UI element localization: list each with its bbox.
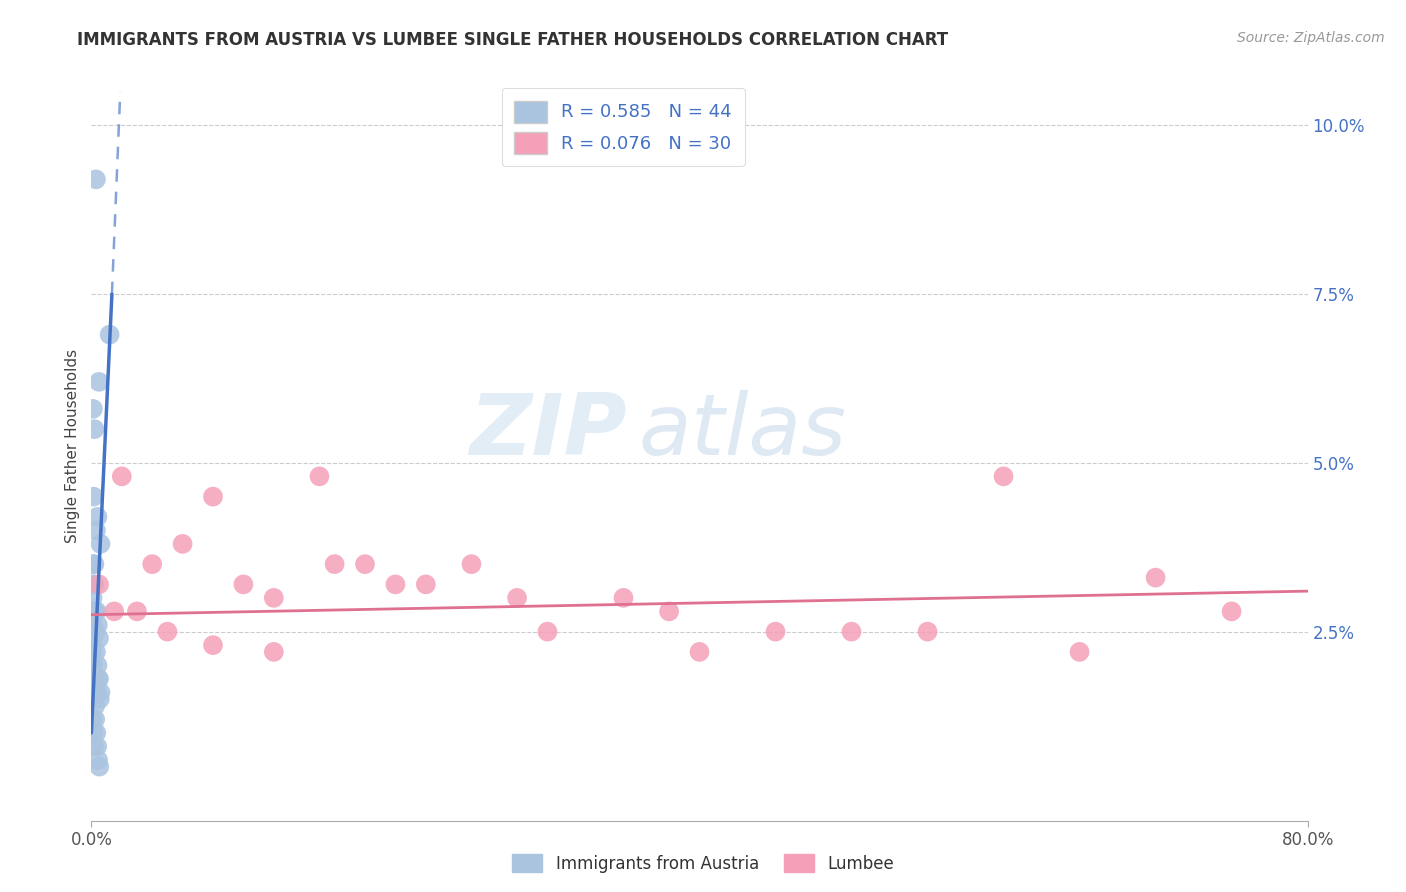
Point [98, 327, 121, 342]
Point [82, 401, 104, 416]
Point [460, 557, 482, 571]
Point [87, 632, 110, 646]
Point [84, 624, 107, 639]
Point [103, 604, 125, 618]
Point [89, 759, 111, 773]
Y-axis label: Single Father Households: Single Father Households [65, 349, 80, 543]
Point [765, 624, 787, 639]
Point [1144, 571, 1167, 585]
Point [89, 537, 111, 551]
Point [125, 604, 148, 618]
Point [84, 645, 107, 659]
Point [82, 577, 104, 591]
Text: IMMIGRANTS FROM AUSTRIA VS LUMBEE SINGLE FATHER HOUSEHOLDS CORRELATION CHART: IMMIGRANTS FROM AUSTRIA VS LUMBEE SINGLE… [77, 31, 949, 49]
Point [83, 490, 105, 504]
Point [83, 577, 105, 591]
Point [83, 739, 105, 754]
Point [86, 658, 108, 673]
Point [111, 469, 134, 483]
Point [82, 591, 104, 605]
Point [658, 604, 681, 618]
Point [87, 672, 110, 686]
Point [80, 658, 103, 673]
Point [323, 557, 346, 571]
Point [87, 672, 110, 686]
Text: Source: ZipAtlas.com: Source: ZipAtlas.com [1237, 31, 1385, 45]
Point [232, 577, 254, 591]
Point [87, 577, 110, 591]
Point [1069, 645, 1091, 659]
Point [83, 422, 105, 436]
Point [82, 632, 104, 646]
Point [202, 638, 225, 652]
Point [82, 726, 104, 740]
Point [83, 557, 105, 571]
Point [263, 645, 285, 659]
Point [1220, 604, 1243, 618]
Point [89, 692, 111, 706]
Text: ZIP: ZIP [468, 390, 627, 473]
Point [993, 469, 1015, 483]
Point [82, 557, 104, 571]
Point [82, 604, 104, 618]
Point [82, 658, 104, 673]
Point [84, 726, 107, 740]
Point [87, 618, 110, 632]
Point [84, 698, 107, 713]
Point [87, 375, 110, 389]
Legend: R = 0.585   N = 44, R = 0.076   N = 30: R = 0.585 N = 44, R = 0.076 N = 30 [502, 88, 745, 166]
Point [83, 672, 105, 686]
Point [354, 557, 377, 571]
Point [82, 618, 104, 632]
Point [87, 753, 110, 767]
Point [84, 172, 107, 186]
Point [172, 537, 194, 551]
Point [506, 591, 529, 605]
Point [86, 685, 108, 699]
Legend: Immigrants from Austria, Lumbee: Immigrants from Austria, Lumbee [506, 847, 900, 880]
Point [536, 624, 558, 639]
Point [156, 624, 179, 639]
Point [83, 604, 105, 618]
Point [84, 524, 107, 538]
Point [80, 672, 103, 686]
Point [84, 712, 107, 726]
Point [688, 645, 710, 659]
Point [917, 624, 939, 639]
Point [841, 624, 863, 639]
Point [202, 490, 225, 504]
Text: atlas: atlas [638, 390, 846, 473]
Point [82, 712, 104, 726]
Point [141, 557, 163, 571]
Point [308, 469, 330, 483]
Point [89, 685, 111, 699]
Point [82, 645, 104, 659]
Point [86, 739, 108, 754]
Point [415, 577, 437, 591]
Point [86, 604, 108, 618]
Point [612, 591, 634, 605]
Point [83, 604, 105, 618]
Point [86, 509, 108, 524]
Point [263, 591, 285, 605]
Point [384, 577, 406, 591]
